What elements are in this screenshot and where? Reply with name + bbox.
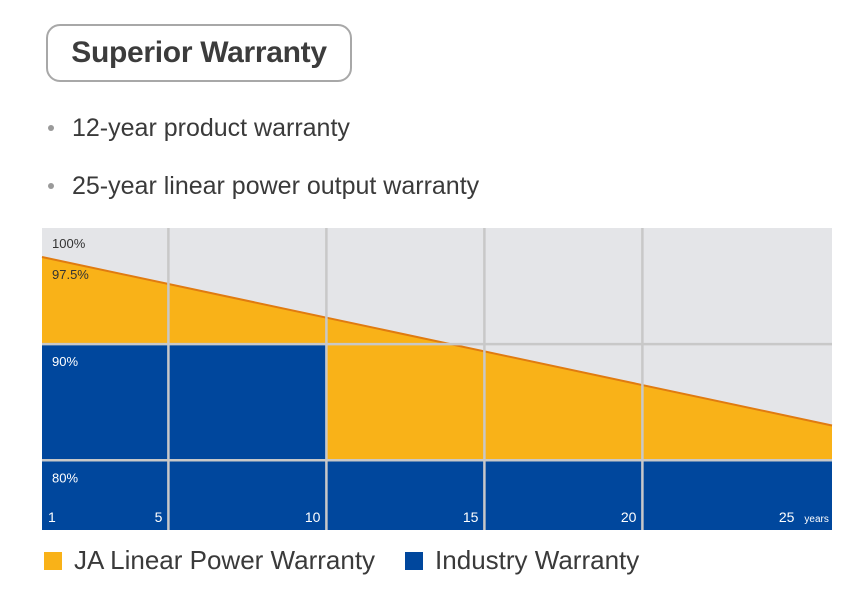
chart-legend: JA Linear Power Warranty Industry Warran… bbox=[44, 545, 669, 576]
bullet-dot-icon bbox=[48, 183, 54, 189]
x-tick-label: 5 bbox=[155, 509, 163, 525]
y-tick-label: 80% bbox=[52, 470, 78, 485]
feature-list: 12-year product warranty 25-year linear … bbox=[48, 108, 479, 224]
legend-swatch-industry bbox=[405, 551, 424, 570]
list-item-label: 12-year product warranty bbox=[72, 113, 350, 142]
y-tick-label: 90% bbox=[52, 354, 78, 369]
x-tick-label: 15 bbox=[463, 509, 479, 525]
list-item: 12-year product warranty bbox=[48, 108, 479, 148]
list-item-label: 25-year linear power output warranty bbox=[72, 171, 480, 200]
page-title: Superior Warranty bbox=[46, 24, 352, 82]
legend-label-ja: JA Linear Power Warranty bbox=[74, 545, 376, 575]
x-unit-label: years bbox=[804, 514, 828, 525]
y-tick-label: 100% bbox=[52, 236, 86, 251]
x-tick-label: 20 bbox=[621, 509, 637, 525]
series-line-ja-linear-power bbox=[41, 256, 833, 427]
list-item: 25-year linear power output warranty bbox=[48, 166, 479, 206]
bullet-dot-icon bbox=[48, 125, 54, 131]
legend-item-ja: JA Linear Power Warranty bbox=[44, 545, 375, 576]
legend-item-industry: Industry Warranty bbox=[405, 545, 639, 576]
legend-label-industry: Industry Warranty bbox=[435, 545, 640, 575]
x-tick-label: 25 bbox=[779, 509, 795, 525]
series-area-industry-warranty bbox=[42, 344, 832, 530]
x-tick-label: 10 bbox=[305, 509, 321, 525]
x-tick-label: 1 bbox=[48, 509, 56, 525]
legend-swatch-ja bbox=[44, 551, 62, 570]
y-tick-label: 97.5% bbox=[52, 267, 89, 282]
